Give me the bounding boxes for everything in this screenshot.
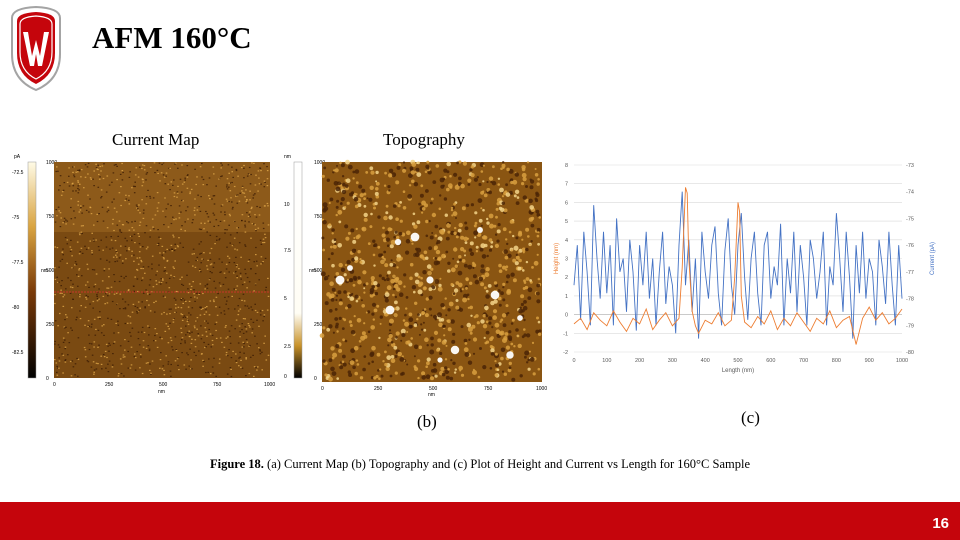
- chart-x-tick: 200: [635, 358, 644, 364]
- chart-x-tick: 600: [766, 358, 775, 364]
- topo-y-tick: 1000: [314, 160, 325, 166]
- chart-x-tick: 900: [865, 358, 874, 364]
- chart-x-tick: 500: [733, 358, 742, 364]
- slide-title: AFM 160°C: [92, 20, 252, 55]
- chart-x-label: Length (nm): [722, 368, 754, 374]
- topography-texture: [319, 159, 542, 382]
- topography-panel: nm 10 7.5 5 2.5 0 1000 750 500 250 0 nm …: [284, 154, 547, 398]
- current-y-tick: 0: [46, 376, 49, 382]
- topo-cbar-tick: 10: [284, 202, 290, 208]
- panel-c-label: (c): [741, 408, 760, 427]
- topo-y-tick: 250: [314, 322, 323, 328]
- chart-x-tick: 0: [572, 358, 575, 364]
- chart-y-tick: 4: [565, 238, 568, 244]
- topo-x-unit: nm: [428, 392, 435, 398]
- chart-y-tick: 1: [565, 294, 568, 300]
- topography-label: Topography: [383, 130, 465, 149]
- topo-x-tick: 750: [484, 386, 493, 392]
- chart-y-tick: 0: [565, 313, 568, 319]
- footer-bar: [0, 502, 960, 540]
- chart-x-tick: 400: [701, 358, 710, 364]
- topo-y-tick: 750: [314, 214, 323, 220]
- chart-y-tick: 5: [565, 219, 568, 225]
- current-y-tick: 1000: [46, 160, 57, 166]
- chart-y-tick: 3: [565, 257, 568, 263]
- topo-x-tick: 1000: [536, 386, 547, 392]
- chart-y2-tick: -79: [906, 323, 914, 329]
- chart-y-tick: 6: [565, 200, 568, 206]
- current-cbar-tick: -80: [12, 305, 19, 311]
- current-y-unit: nm: [41, 268, 48, 274]
- current-series-line: [573, 191, 903, 339]
- current-y-tick: 250: [46, 322, 55, 328]
- figure-caption-number: Figure 18.: [209, 457, 264, 471]
- figure-caption-text: (a) Current Map (b) Topography and (c) P…: [263, 457, 750, 471]
- chart-y2-tick: -74: [906, 190, 914, 196]
- topo-y-unit: nm: [309, 268, 316, 274]
- current-map-label: Current Map: [112, 130, 200, 149]
- page-number: 16: [932, 515, 949, 532]
- chart-x-tick: 1000: [896, 358, 908, 364]
- current-cbar-tick: -72.5: [12, 170, 24, 176]
- chart-y-tick: 8: [565, 163, 568, 169]
- chart-x-tick: 700: [799, 358, 808, 364]
- current-cbar-tick: -77.5: [12, 260, 24, 266]
- current-x-tick: 1000: [264, 382, 275, 388]
- current-x-unit: nm: [158, 389, 165, 395]
- chart-x-tick: 800: [832, 358, 841, 364]
- current-map-panel: pA -72.5 -75 -77.5 -80 -82.5 1000 750 50…: [12, 154, 275, 395]
- chart-y2-tick: -80: [906, 350, 914, 356]
- topo-x-tick: 250: [374, 386, 383, 392]
- panel-b-label: (b): [417, 412, 437, 431]
- university-crest-logo: [11, 5, 61, 92]
- height-current-chart: -2 -1 0 1 2 3 4 5 6 7 8 -80 -79 -78 -77 -76 -75 -74 -73 0 10…: [554, 163, 936, 374]
- current-x-tick: 750: [213, 382, 222, 388]
- chart-y-tick: 7: [565, 182, 568, 188]
- current-x-tick: 0: [53, 382, 56, 388]
- current-colorbar: [27, 161, 37, 379]
- height-series-line: [573, 187, 903, 345]
- current-x-tick: 250: [105, 382, 114, 388]
- chart-y2-tick: -75: [906, 216, 914, 222]
- topo-cbar-tick: 5: [284, 296, 287, 302]
- chart-y2-label: Current (pA): [930, 242, 936, 275]
- chart-x-tick: 300: [668, 358, 677, 364]
- current-x-tick: 500: [159, 382, 168, 388]
- current-y-tick: 750: [46, 214, 55, 220]
- current-y-tick: 500: [46, 268, 55, 274]
- topo-y-tick: 500: [314, 268, 323, 274]
- chart-y2-tick: -73: [906, 163, 914, 169]
- topo-cbar-tick: 2.5: [284, 344, 291, 350]
- topo-cbar-tick: 7.5: [284, 248, 291, 254]
- figure-caption: Figure 18. (a) Current Map (b) Topograph…: [0, 457, 960, 472]
- topo-y-tick: 0: [314, 376, 317, 382]
- chart-y-label: Height (nm): [554, 243, 560, 274]
- topo-colorbar-unit: nm: [284, 154, 291, 160]
- topo-cbar-tick: 0: [284, 374, 287, 380]
- current-map-texture: [54, 162, 270, 378]
- current-colorbar-unit: pA: [14, 154, 21, 160]
- chart-y2-tick: -78: [906, 297, 914, 303]
- chart-y2-tick: -77: [906, 270, 914, 276]
- current-map-upper-band: [54, 162, 270, 232]
- topo-x-tick: 0: [321, 386, 324, 392]
- topo-x-tick: 500: [429, 386, 438, 392]
- topo-colorbar: [293, 161, 303, 379]
- chart-x-tick: 100: [602, 358, 611, 364]
- chart-y-tick: -2: [563, 350, 568, 356]
- chart-y-tick: -1: [563, 331, 568, 337]
- current-cbar-tick: -82.5: [12, 350, 24, 356]
- chart-y2-tick: -76: [906, 243, 914, 249]
- current-cbar-tick: -75: [12, 215, 19, 221]
- chart-y-tick: 2: [565, 275, 568, 281]
